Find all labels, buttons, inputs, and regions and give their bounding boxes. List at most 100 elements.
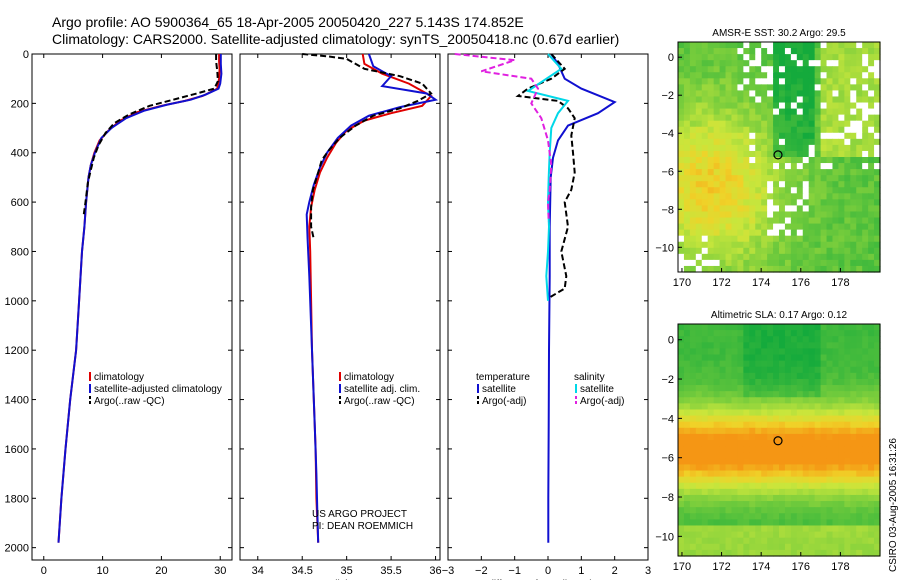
sst-map-cell [713,211,721,219]
sla-map-cell [850,537,857,545]
sla-map-cell [701,354,709,362]
sla-map-cell [820,348,828,356]
sst-map-cell [761,42,768,49]
sst-map-cell [862,247,869,255]
sla-map-cell [874,458,881,466]
sst-map-cell [701,132,709,140]
sst-map-cell [678,48,685,55]
sst-map-cell [678,138,685,146]
sla-map-cell [856,549,863,557]
sst-map-ytick-label: −4 [661,128,674,140]
sst-map-cell [826,235,834,243]
sst-map-cell [678,193,685,200]
sst-map-cell [713,126,721,134]
sst-map-cell [731,265,739,273]
sst-map-cell [761,163,768,170]
sla-map-cell [761,342,768,350]
sst-map-cell [773,157,780,164]
sla-map-cell [802,409,810,417]
sst-map-cell [707,108,715,116]
sla-map-cell [743,440,750,447]
sla-map-cell [779,403,786,411]
sst-map-cell [683,229,691,237]
sla-map-cell [695,531,703,539]
sst-map-cell [784,181,792,188]
sst-map-cell [713,84,721,92]
sst-map-cell [856,48,863,55]
sst-map-cell [701,199,709,207]
sst-map-cell [689,96,697,104]
sla-map-cell [773,470,780,478]
sst-map-cell [719,108,727,116]
sst-map-cell [838,175,845,182]
sst-map-cell [737,78,744,85]
sla-map-cell [767,330,774,337]
sla-map-cell [725,378,733,386]
sla-map-cell [779,433,786,441]
sla-map-cell [874,531,881,539]
sst-map-cell [713,163,721,170]
sst-map-cell [856,223,863,231]
sst-map-cell [719,187,727,194]
sst-map-cell [767,205,774,213]
sst-map-cell [814,144,822,152]
sla-map-cell [701,415,709,423]
sst-map-cell [850,132,857,140]
sla-map-cell [701,452,709,459]
sla-map-cell [802,372,810,380]
sla-map-cell [773,488,780,496]
sst-map-cell [743,247,750,255]
sst-map-cell [707,72,715,79]
sla-map-cell [725,543,733,551]
sst-map-cell [755,48,762,55]
sst-map-cell [707,114,715,122]
sla-map-cell [773,366,780,374]
sst-map-cell [683,42,691,49]
sst-map-cell [802,108,810,116]
sla-map-ytick-label: −4 [661,413,674,425]
sst-map-cell [820,247,828,255]
sst-map-cell [749,259,756,267]
sla-map-cell [784,366,792,374]
sst-map-cell [755,205,762,213]
sla-map-cell [796,427,804,435]
sst-map-cell [784,132,792,140]
sst-map-cell [832,72,840,79]
sla-map-cell [767,458,774,466]
sla-map-cell [838,482,845,490]
sla-map-cell [844,391,851,398]
sla-map-cell [695,494,703,502]
sla-map-cell [802,452,810,459]
sst-map-cell [784,235,792,243]
sst-map-cell [820,187,828,194]
sla-map-cell [856,421,863,429]
sst-map-cell [779,132,786,140]
sst-map-cell [850,229,857,237]
pi-credit: PI: DEAN ROEMMICH [312,521,413,532]
sst-map-cell [838,48,845,55]
sst-map-cell [755,259,762,267]
sst-map-cell [749,265,756,273]
sla-map-cell [856,433,863,441]
sst-map-cell [784,187,792,194]
sla-map-cell [719,385,727,392]
sst-map-cell [802,120,810,128]
sla-map-cell [743,336,750,343]
sla-map-cell [737,427,744,435]
sla-map-cell [695,549,703,557]
sla-map-cell [856,531,863,539]
sst-map-cell [826,120,834,128]
sla-map-cell [814,427,822,435]
sst-map-cell [707,84,715,92]
sla-map-cell [749,482,756,490]
sst-map-cell [838,193,845,200]
sla-map-cell [755,549,762,557]
sst-map-cell [808,169,816,176]
sla-map-cell [832,354,840,362]
sla-map-cell [713,537,721,545]
sst-map-cell [719,138,727,146]
sla-map-cell [749,525,756,533]
sst-map-cell [743,78,750,85]
sla-map-cell [832,415,840,423]
sst-map-cell [695,114,703,122]
